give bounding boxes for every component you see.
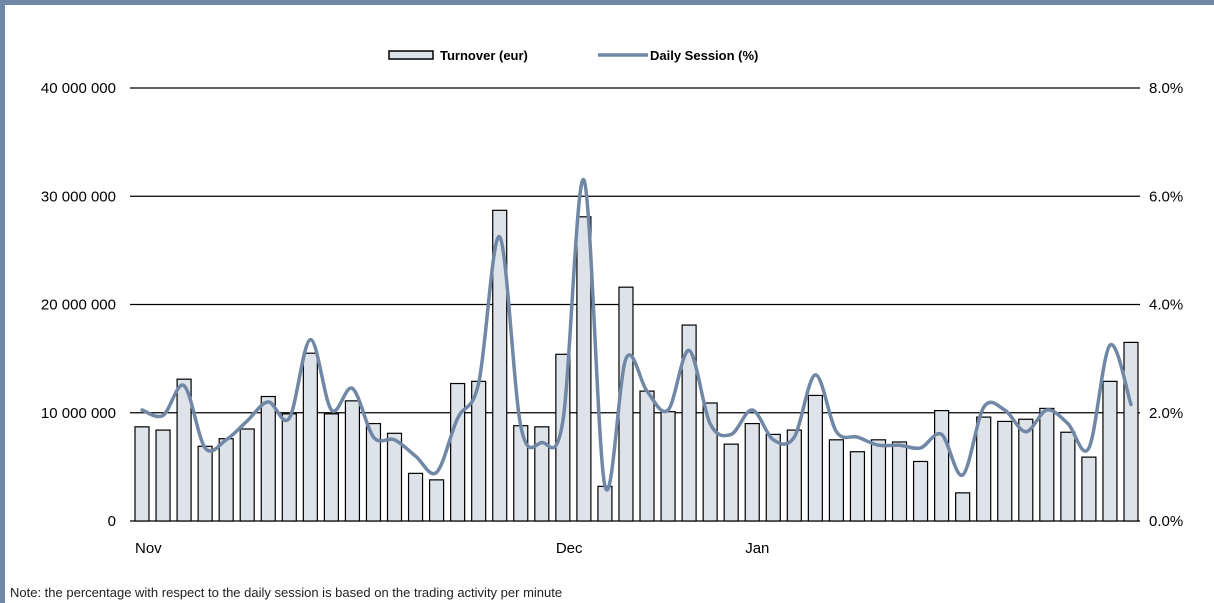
turnover-bar xyxy=(471,380,487,522)
turnover-bar xyxy=(428,479,445,522)
turnover-bar xyxy=(407,472,424,522)
combo-chart: Turnover (eur) Daily Session (%) 0 10 000… xyxy=(41,48,1183,557)
footnote: Note: the percentage with respect to the… xyxy=(10,585,563,600)
turnover-bar xyxy=(197,445,213,522)
legend-line-label: Daily Session (%) xyxy=(650,48,758,63)
turnover-bar xyxy=(744,422,760,522)
turnover-bar xyxy=(702,402,718,522)
turnover-bar xyxy=(1039,407,1055,522)
y-axis-left: 0 10 000 000 20 000 000 30 000 000 40 000 00… xyxy=(41,80,116,530)
y-left-tick-label: 0 xyxy=(108,513,116,530)
turnover-bar xyxy=(386,432,403,522)
turnover-bar xyxy=(934,409,950,522)
y-left-tick-label: 30 000 000 xyxy=(41,188,116,205)
turnover-bars xyxy=(134,209,1139,522)
y-right-tick-label: 2.0% xyxy=(1149,405,1183,422)
y-left-tick-label: 20 000 000 xyxy=(41,297,116,314)
turnover-bar xyxy=(576,216,592,522)
turnover-bar xyxy=(176,378,192,522)
turnover-bar xyxy=(681,324,697,522)
turnover-bar xyxy=(492,209,508,522)
turnover-bar xyxy=(1060,431,1076,522)
turnover-bar xyxy=(218,438,234,522)
y-axis-right: 0.0% 2.0% 4.0% 6.0% 8.0% xyxy=(1149,80,1183,530)
turnover-bar xyxy=(323,413,339,522)
turnover-bar xyxy=(1102,380,1118,522)
turnover-bar xyxy=(660,411,676,522)
turnover-bar xyxy=(134,426,150,522)
x-axis: Nov Dec Jan xyxy=(135,540,769,557)
turnover-bar xyxy=(807,394,823,522)
chart-legend: Turnover (eur) Daily Session (%) xyxy=(388,48,758,63)
frame-top-border xyxy=(0,0,1214,5)
y-right-tick-label: 8.0% xyxy=(1149,80,1183,97)
daily-session-line xyxy=(140,178,1133,492)
turnover-bar xyxy=(534,426,550,522)
turnover-bar xyxy=(1123,341,1139,522)
turnover-bar xyxy=(281,413,297,522)
frame-left-border xyxy=(0,0,5,603)
y-right-tick-label: 0.0% xyxy=(1149,513,1183,530)
y-left-tick-label: 40 000 000 xyxy=(41,80,116,97)
turnover-bar xyxy=(976,416,992,522)
legend-bar-swatch xyxy=(388,50,434,60)
turnover-bar xyxy=(597,485,613,522)
x-tick-label: Nov xyxy=(135,540,162,557)
turnover-bar xyxy=(155,429,171,522)
turnover-bar xyxy=(870,439,887,522)
turnover-bar xyxy=(365,422,382,522)
turnover-bar xyxy=(997,420,1013,522)
turnover-bar xyxy=(618,286,634,522)
turnover-bar xyxy=(828,439,845,522)
gridlines xyxy=(130,87,1140,522)
turnover-bar xyxy=(639,390,655,522)
turnover-bar xyxy=(912,460,929,522)
turnover-bar xyxy=(891,441,908,522)
turnover-bar xyxy=(344,400,361,522)
turnover-bar xyxy=(786,429,802,522)
daily-session-series-line xyxy=(140,178,1133,492)
turnover-bar xyxy=(849,451,866,522)
y-right-tick-label: 6.0% xyxy=(1149,188,1183,205)
x-tick-label: Dec xyxy=(556,540,583,557)
turnover-bar xyxy=(302,352,318,522)
turnover-bar xyxy=(765,433,781,522)
turnover-bar xyxy=(1081,456,1097,522)
turnover-bar xyxy=(1018,418,1034,522)
y-right-tick-label: 4.0% xyxy=(1149,297,1183,314)
legend-bar-label: Turnover (eur) xyxy=(440,48,528,63)
y-left-tick-label: 10 000 000 xyxy=(41,405,116,422)
x-tick-label: Jan xyxy=(745,540,769,557)
turnover-bar xyxy=(239,428,255,522)
turnover-bar xyxy=(450,382,466,522)
turnover-bar xyxy=(723,443,739,522)
turnover-bar xyxy=(955,492,971,522)
turnover-bar xyxy=(260,395,276,522)
